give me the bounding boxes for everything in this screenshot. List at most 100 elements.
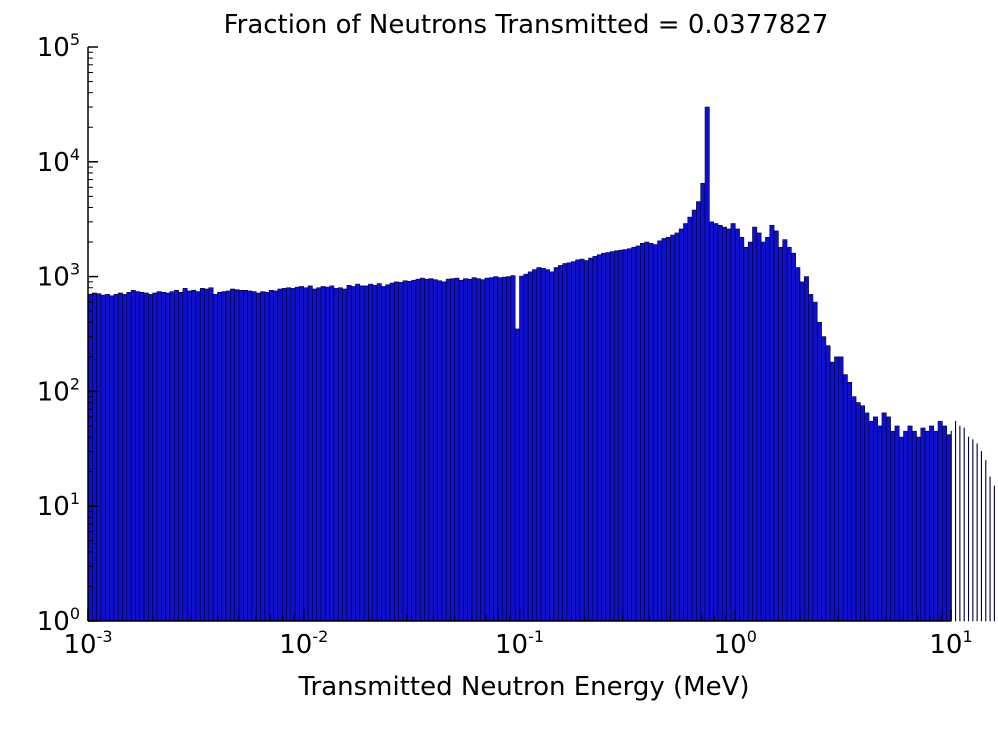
histogram-bar <box>281 288 287 622</box>
histogram-bar <box>169 291 175 622</box>
histogram-bar <box>148 294 154 622</box>
histogram-bar <box>726 228 732 622</box>
histogram-bar <box>605 252 611 622</box>
histogram-bar <box>234 289 240 622</box>
bars-group <box>87 106 995 622</box>
histogram-bar <box>877 425 883 622</box>
histogram-bar <box>389 282 395 622</box>
histogram-bar <box>299 286 305 622</box>
histogram-bar <box>678 228 684 622</box>
histogram-bar <box>829 361 835 622</box>
histogram-bar <box>924 430 930 622</box>
histogram-bar <box>588 257 594 622</box>
histogram-bar <box>562 263 568 622</box>
histogram-bar <box>329 285 335 622</box>
histogram-bar <box>273 290 279 622</box>
histogram-bar <box>583 260 589 622</box>
histogram-bar <box>312 288 318 622</box>
x-axis-label: Transmitted Neutron Energy (MeV) <box>297 672 749 702</box>
histogram-bar <box>713 223 719 622</box>
histogram-bar <box>614 250 620 622</box>
histogram-bar <box>359 285 365 622</box>
histogram-bar <box>199 288 205 622</box>
histogram-bar <box>437 280 443 622</box>
histogram-bar <box>631 246 637 622</box>
histogram-bar <box>747 241 753 622</box>
histogram-bar <box>458 279 464 622</box>
histogram-bar <box>635 245 641 622</box>
histogram-bar <box>566 262 572 622</box>
histogram-bar <box>268 289 274 622</box>
histogram-bar <box>441 281 447 622</box>
histogram-bar <box>182 288 188 622</box>
histogram-bar <box>545 269 551 622</box>
histogram-bar <box>126 291 132 622</box>
histogram-bar <box>929 425 935 622</box>
histogram-bar <box>885 416 891 622</box>
histogram-bar <box>558 265 563 622</box>
histogram-bar <box>394 281 399 622</box>
histogram-bar <box>501 276 507 622</box>
histogram-bar <box>894 425 900 622</box>
x-tick-label: 10-3 <box>63 627 112 660</box>
histogram-bar <box>691 209 697 622</box>
histogram-bar <box>993 485 995 622</box>
histogram-bar <box>376 283 382 622</box>
histogram-bar <box>873 416 878 622</box>
histogram-bar <box>333 288 339 622</box>
histogram-bar <box>609 251 615 622</box>
histogram-bar <box>230 288 236 622</box>
histogram-bar <box>903 430 909 622</box>
histogram-bar <box>407 280 412 622</box>
histogram-bar <box>834 356 840 622</box>
histogram-bar <box>842 374 848 622</box>
histogram-bar <box>730 223 736 622</box>
x-tick-label: 10-1 <box>495 627 544 660</box>
histogram-bar <box>432 279 438 622</box>
histogram-bar <box>463 278 469 622</box>
histogram-bar <box>661 238 667 622</box>
x-tick-label: 101 <box>929 627 972 660</box>
histogram-bar <box>471 277 477 622</box>
histogram-bar <box>765 236 771 622</box>
histogram-bar <box>156 291 162 622</box>
histogram-bar <box>221 291 227 622</box>
histogram-bar <box>346 284 352 622</box>
histogram-bar <box>92 292 97 622</box>
histogram-bar <box>251 291 257 622</box>
histogram-bar <box>596 254 602 622</box>
histogram-bar <box>791 252 796 622</box>
x-ticks-group: 10-3 10-2 10-1 100 101 <box>63 609 973 660</box>
histogram-bar <box>980 451 983 622</box>
histogram-bar <box>445 278 451 622</box>
histogram-bar <box>260 291 266 622</box>
histogram-bar <box>907 425 913 622</box>
histogram-bar <box>652 244 658 622</box>
chart-title: Fraction of Neutrons Transmitted = 0.037… <box>224 10 829 40</box>
histogram-bar <box>851 396 857 622</box>
histogram-bar <box>488 277 494 622</box>
histogram-bar <box>480 279 486 622</box>
histogram-bar <box>143 292 149 622</box>
histogram-bar <box>601 252 607 622</box>
histogram-bar <box>847 382 853 622</box>
histogram-bar <box>592 256 598 622</box>
histogram-bar <box>950 430 952 622</box>
histogram-bar <box>113 294 119 622</box>
histogram-bar <box>769 224 775 622</box>
histogram-bar <box>493 276 499 622</box>
histogram-bar <box>363 285 369 622</box>
histogram-bar <box>808 294 814 622</box>
histogram-bar <box>243 289 248 622</box>
histogram-bar <box>186 290 192 622</box>
histogram-bar <box>803 276 809 622</box>
histogram-bar <box>135 291 141 622</box>
histogram-bar <box>381 286 387 622</box>
histogram-bar <box>760 241 766 622</box>
y-tick-label: 104 <box>37 145 80 178</box>
histogram-bar <box>385 284 391 622</box>
histogram-bar <box>989 476 991 622</box>
histogram-bar <box>325 286 330 622</box>
histogram-bar <box>178 291 184 622</box>
histogram-bar <box>100 294 106 622</box>
